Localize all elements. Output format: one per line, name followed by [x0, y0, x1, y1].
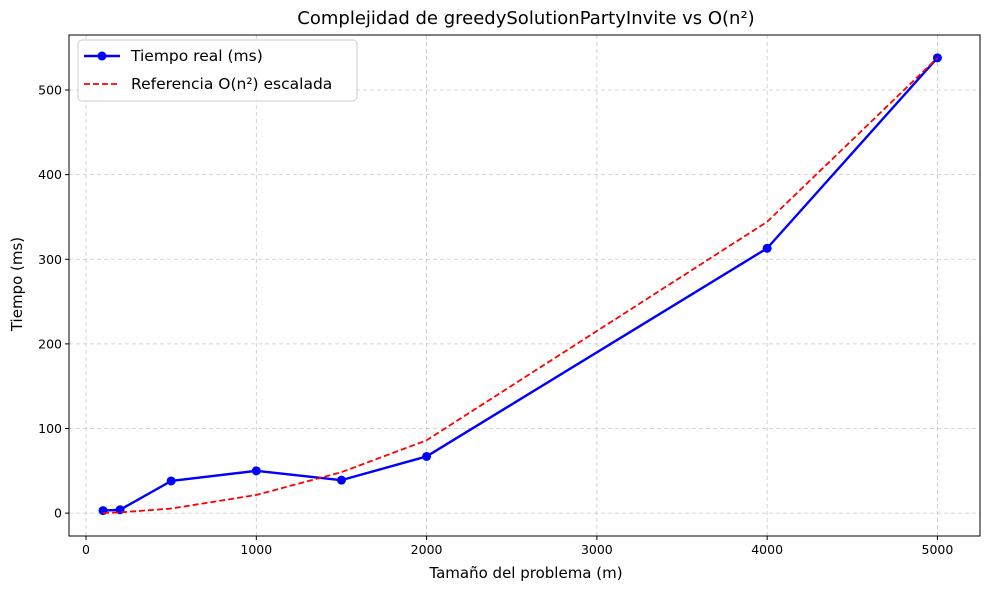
- y-tick-label: 0: [54, 506, 62, 521]
- x-tick-label: 5000: [922, 542, 954, 557]
- series-line-reference: [103, 57, 939, 514]
- x-tick-label: 4000: [751, 542, 783, 557]
- legend-box: [77, 39, 358, 102]
- series-layer: [98, 53, 942, 516]
- y-tick-label: 400: [38, 167, 62, 182]
- legend-marker-blue: [97, 51, 107, 61]
- data-point-real-time: [422, 451, 432, 461]
- legend-label-reference: Referencia O(n²) escalada: [131, 75, 332, 93]
- chart-title: Complejidad de greedySolutionPartyInvite…: [297, 8, 754, 29]
- y-tick-label: 200: [38, 336, 62, 351]
- data-point-real-time: [932, 53, 942, 63]
- legend-entry-reference: Referencia O(n²) escalada: [84, 75, 332, 93]
- data-point-real-time: [251, 466, 261, 476]
- x-tick-label: 3000: [581, 542, 613, 557]
- legend: Tiempo real (ms) Referencia O(n²) escala…: [77, 39, 358, 102]
- y-tick-label: 100: [38, 421, 62, 436]
- x-tick-label: 0: [82, 542, 90, 557]
- data-point-real-time: [336, 475, 346, 485]
- grid-lines: [69, 35, 980, 536]
- y-tick-label: 500: [38, 83, 62, 98]
- legend-entry-real-time: Tiempo real (ms): [84, 47, 263, 65]
- data-point-real-time: [166, 476, 176, 486]
- y-tick-label: 300: [38, 252, 62, 267]
- axis-ticks: 0 1000 2000 3000 4000 5000 0 100 200 300 400 500: [38, 83, 953, 557]
- x-tick-label: 2000: [411, 542, 443, 557]
- x-tick-label: 1000: [240, 542, 272, 557]
- legend-label-real-time: Tiempo real (ms): [130, 47, 263, 65]
- y-axis-label: Tiempo (ms): [8, 237, 26, 332]
- plot-area-frame: [68, 34, 981, 537]
- x-axis-label: Tamaño del problema (m): [428, 564, 622, 582]
- data-point-real-time: [762, 243, 772, 253]
- series-line-real-time: [103, 57, 939, 512]
